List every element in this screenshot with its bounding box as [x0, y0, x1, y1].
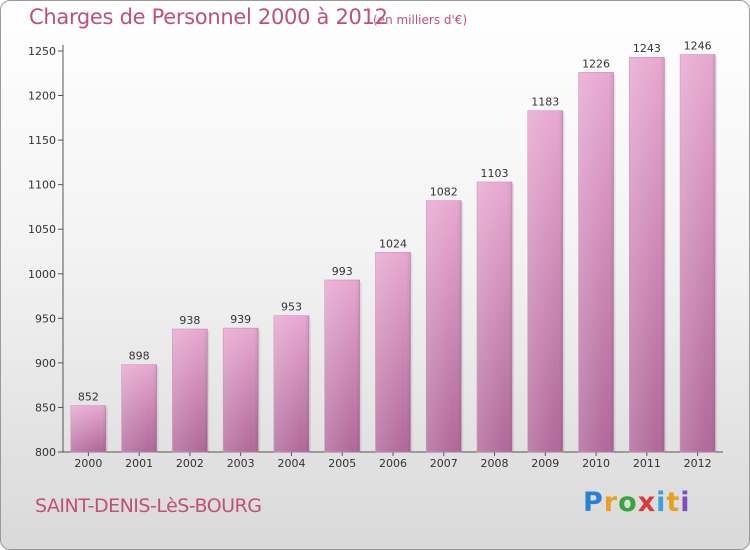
- bar-highlight: [121, 364, 157, 452]
- bar-value-label: 1246: [684, 40, 712, 53]
- bar-highlight: [629, 57, 665, 452]
- y-tick-label: 1200: [28, 90, 56, 103]
- bar-highlight: [578, 72, 614, 453]
- y-tick-label: 1050: [28, 223, 56, 236]
- bar-value-label: 1082: [430, 186, 458, 199]
- bars: [70, 54, 718, 453]
- bar-highlight: [375, 252, 411, 452]
- x-tick-label: 2008: [481, 457, 509, 470]
- chart-title: Charges de Personnel 2000 à 2012: [29, 5, 388, 29]
- axes: 800 850 900 950 1000 1050 1100 1150 1200 1250: [28, 45, 723, 459]
- bar-highlight: [223, 328, 259, 452]
- x-tick-label: 2004: [277, 457, 305, 470]
- y-tick-label: 850: [35, 401, 56, 414]
- y-tick-label: 1100: [28, 179, 56, 192]
- y-tick-label: 800: [35, 446, 56, 459]
- bar-value-label: 1183: [531, 96, 559, 109]
- x-tick-label: 2000: [74, 457, 102, 470]
- x-tick-label: 2012: [684, 457, 712, 470]
- bar-highlight: [70, 405, 106, 452]
- x-tick-label: 2006: [379, 457, 407, 470]
- y-tick-label: 900: [35, 357, 56, 370]
- bar-highlight: [426, 200, 462, 452]
- bar-value-label: 1024: [379, 237, 407, 250]
- y-tick-label: 950: [35, 312, 56, 325]
- bar-value-label: 993: [332, 265, 353, 278]
- labels: 2000 852 2001 898 2002 938 2003 939 2004 953 2005 9…: [74, 40, 711, 470]
- bar-value-label: 1243: [633, 42, 661, 55]
- bar-highlight: [172, 329, 208, 452]
- proxiti-logo: Proxiti: [583, 487, 691, 518]
- x-tick-label: 2010: [582, 457, 610, 470]
- y-tick-label: 1250: [28, 45, 56, 58]
- bar-value-label: 953: [281, 301, 302, 314]
- y-tick-label: 1000: [28, 268, 56, 281]
- bar-value-label: 898: [129, 350, 150, 363]
- bar-highlight: [527, 110, 563, 453]
- x-tick-label: 2009: [531, 457, 559, 470]
- bar-value-label: 1226: [582, 57, 610, 70]
- x-tick-label: 2007: [430, 457, 458, 470]
- x-tick-label: 2001: [125, 457, 153, 470]
- chart-subtitle: (en milliers d'€): [373, 13, 468, 27]
- bar-value-label: 939: [230, 313, 251, 326]
- bar-highlight: [680, 54, 716, 452]
- bar-highlight: [324, 280, 360, 452]
- x-tick-label: 2002: [176, 457, 204, 470]
- y-tick-label: 1150: [28, 134, 56, 147]
- x-tick-label: 2005: [328, 457, 356, 470]
- bar-highlight: [273, 315, 309, 452]
- x-tick-label: 2003: [227, 457, 255, 470]
- bar-value-label: 938: [179, 314, 200, 327]
- bar-value-label: 1103: [481, 167, 509, 180]
- bar-value-label: 852: [78, 391, 99, 404]
- city-name: SAINT-DENIS-LèS-BOURG: [35, 495, 262, 517]
- x-tick-label: 2011: [633, 457, 661, 470]
- bar-highlight: [477, 181, 513, 452]
